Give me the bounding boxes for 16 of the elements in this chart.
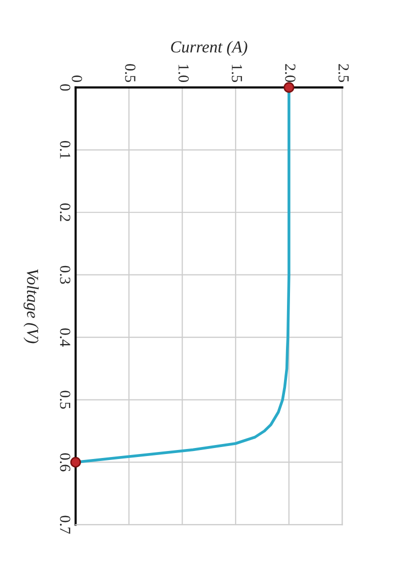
x-tick-label: 1.0: [178, 64, 189, 82]
x-tick-label: 1.5: [232, 64, 242, 82]
y-tick-label: 0: [60, 84, 70, 91]
y-tick-label: 0.5: [60, 390, 70, 409]
y-tick-label: 0.3: [60, 266, 70, 284]
y-tick-label: 0.1: [60, 140, 70, 159]
y-tick-label: 0.2: [60, 203, 70, 222]
x-tick-label: 2.5: [338, 64, 349, 82]
x-tick-label: 0.5: [125, 64, 136, 82]
x-axis-title: Current (A): [171, 40, 248, 56]
x-tick-label: 0: [72, 76, 82, 82]
x-tick-label: 2.0: [285, 64, 296, 82]
y-tick-label: 0.7: [60, 516, 70, 534]
y-axis-title: Voltage (V): [24, 269, 39, 344]
y-tick-label: 0.6: [60, 453, 70, 472]
y-tick-label: 0.4: [60, 328, 70, 347]
